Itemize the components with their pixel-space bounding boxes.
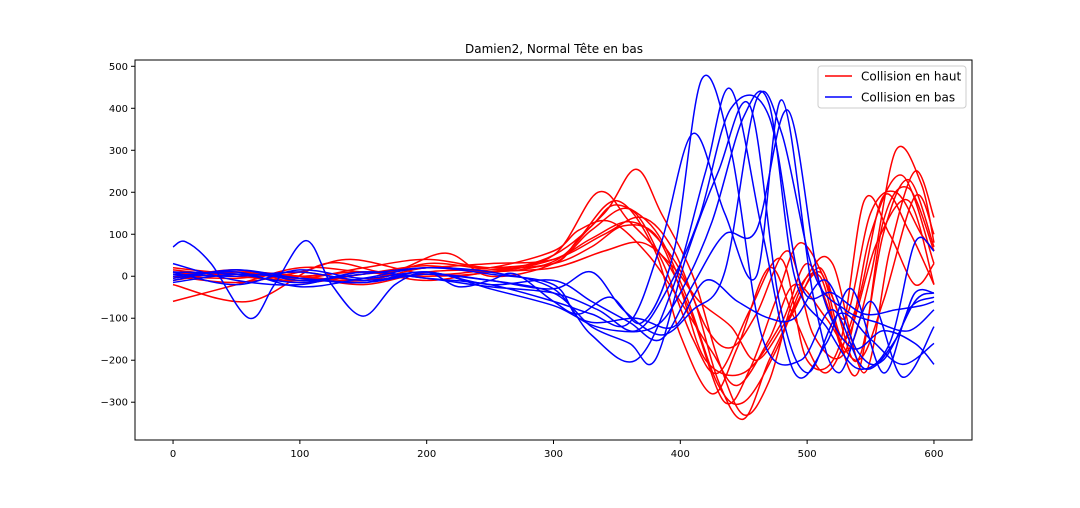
x-axis: 0 100 200 300 400 500 600 [170,440,944,460]
y-tick-label: 0 [122,272,128,283]
y-tick-label: −200 [101,356,128,367]
series-line-haut-6 [172,174,935,360]
x-tick-label: 0 [170,449,176,460]
series-line-bas-17 [172,269,935,366]
legend-box [817,65,967,109]
legend-label: Collision en haut [861,70,961,84]
legend: Collision en haut Collision en bas [817,65,967,109]
series-line-bas-16 [172,90,935,336]
x-tick-label: 200 [417,449,436,460]
y-tick-label: 200 [109,188,128,199]
x-tick-label: 600 [924,449,943,460]
y-tick-label: −100 [101,314,128,325]
series-line-bas-12 [172,99,935,378]
series-line-haut-7 [172,193,935,387]
series-line-bas-15 [172,90,935,370]
x-tick-label: 400 [671,449,690,460]
y-tick-label: 500 [109,62,128,73]
series-line-bas-11 [172,87,935,379]
y-tick-label: 300 [109,146,128,157]
legend-label: Collision en bas [861,91,955,105]
x-tick-label: 300 [544,449,563,460]
x-tick-label: 500 [798,449,817,460]
y-tick-label: 100 [109,230,128,241]
series-line-haut-3 [172,193,935,395]
plot-frame [134,59,973,441]
y-tick-label: −300 [101,398,128,409]
series-layer [172,74,935,420]
x-tick-label: 100 [290,449,309,460]
series-line-bas-18 [172,94,935,332]
chart-title: Damien2, Normal Tête en bas [465,42,643,56]
series-line-bas-13 [172,101,935,374]
y-axis: −300 −200 −100 0 100 200 300 400 500 [101,62,135,409]
y-tick-label: 400 [109,104,128,115]
